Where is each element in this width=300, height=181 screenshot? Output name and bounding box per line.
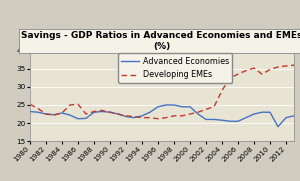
Advanced Economies bbox=[156, 106, 160, 108]
Advanced Economies bbox=[212, 118, 216, 121]
Developing EMEs bbox=[244, 70, 248, 72]
Text: Savings - GDP Ratios in Advanced Economies and EMEs
(%): Savings - GDP Ratios in Advanced Economi… bbox=[21, 31, 300, 51]
Developing EMEs bbox=[84, 113, 88, 115]
Developing EMEs bbox=[52, 114, 56, 116]
Developing EMEs bbox=[292, 64, 296, 66]
Developing EMEs bbox=[156, 118, 160, 120]
Advanced Economies bbox=[148, 111, 152, 113]
Developing EMEs bbox=[148, 117, 152, 119]
Advanced Economies bbox=[132, 117, 136, 119]
Developing EMEs bbox=[124, 115, 128, 117]
Advanced Economies bbox=[140, 115, 144, 117]
Developing EMEs bbox=[228, 77, 232, 79]
Developing EMEs bbox=[260, 73, 264, 75]
Developing EMEs bbox=[180, 115, 184, 117]
Developing EMEs bbox=[44, 113, 48, 115]
Advanced Economies bbox=[236, 120, 240, 122]
Line: Developing EMEs: Developing EMEs bbox=[30, 65, 294, 119]
Advanced Economies bbox=[116, 113, 120, 115]
Developing EMEs bbox=[284, 65, 288, 67]
Developing EMEs bbox=[36, 108, 40, 110]
Advanced Economies bbox=[84, 117, 88, 119]
Advanced Economies bbox=[196, 113, 200, 115]
Developing EMEs bbox=[204, 108, 208, 110]
Developing EMEs bbox=[172, 115, 176, 117]
Advanced Economies bbox=[228, 120, 232, 122]
Advanced Economies bbox=[180, 106, 184, 108]
Advanced Economies bbox=[28, 110, 32, 113]
Advanced Economies bbox=[252, 113, 256, 115]
Developing EMEs bbox=[196, 111, 200, 113]
Developing EMEs bbox=[60, 112, 64, 114]
Advanced Economies bbox=[108, 111, 112, 113]
Advanced Economies bbox=[52, 114, 56, 116]
Advanced Economies bbox=[44, 113, 48, 115]
Developing EMEs bbox=[276, 66, 280, 68]
Developing EMEs bbox=[188, 113, 192, 115]
Developing EMEs bbox=[212, 106, 216, 108]
Developing EMEs bbox=[28, 103, 32, 105]
Developing EMEs bbox=[252, 67, 256, 69]
Developing EMEs bbox=[108, 111, 112, 113]
Advanced Economies bbox=[76, 118, 80, 120]
Developing EMEs bbox=[100, 109, 104, 111]
Advanced Economies bbox=[36, 111, 40, 113]
Advanced Economies bbox=[100, 110, 104, 113]
Advanced Economies bbox=[244, 117, 248, 119]
Developing EMEs bbox=[68, 104, 72, 106]
Advanced Economies bbox=[268, 111, 272, 113]
Advanced Economies bbox=[172, 104, 176, 106]
Developing EMEs bbox=[164, 117, 168, 119]
Advanced Economies bbox=[124, 115, 128, 118]
Developing EMEs bbox=[132, 115, 136, 118]
Developing EMEs bbox=[236, 73, 240, 75]
Developing EMEs bbox=[220, 89, 224, 92]
Advanced Economies bbox=[68, 114, 72, 116]
Developing EMEs bbox=[92, 110, 96, 113]
Advanced Economies bbox=[92, 111, 96, 113]
Advanced Economies bbox=[292, 115, 296, 117]
Advanced Economies bbox=[220, 119, 224, 121]
Advanced Economies bbox=[260, 111, 264, 113]
Advanced Economies bbox=[284, 117, 288, 119]
Developing EMEs bbox=[76, 103, 80, 105]
Advanced Economies bbox=[164, 104, 168, 106]
Developing EMEs bbox=[140, 117, 144, 119]
Legend: Advanced Economies, Developing EMEs: Advanced Economies, Developing EMEs bbox=[118, 53, 232, 83]
Line: Advanced Economies: Advanced Economies bbox=[30, 105, 294, 127]
Developing EMEs bbox=[268, 68, 272, 71]
Advanced Economies bbox=[188, 106, 192, 108]
Advanced Economies bbox=[60, 112, 64, 114]
Developing EMEs bbox=[116, 113, 120, 115]
Advanced Economies bbox=[204, 118, 208, 121]
Advanced Economies bbox=[276, 126, 280, 128]
